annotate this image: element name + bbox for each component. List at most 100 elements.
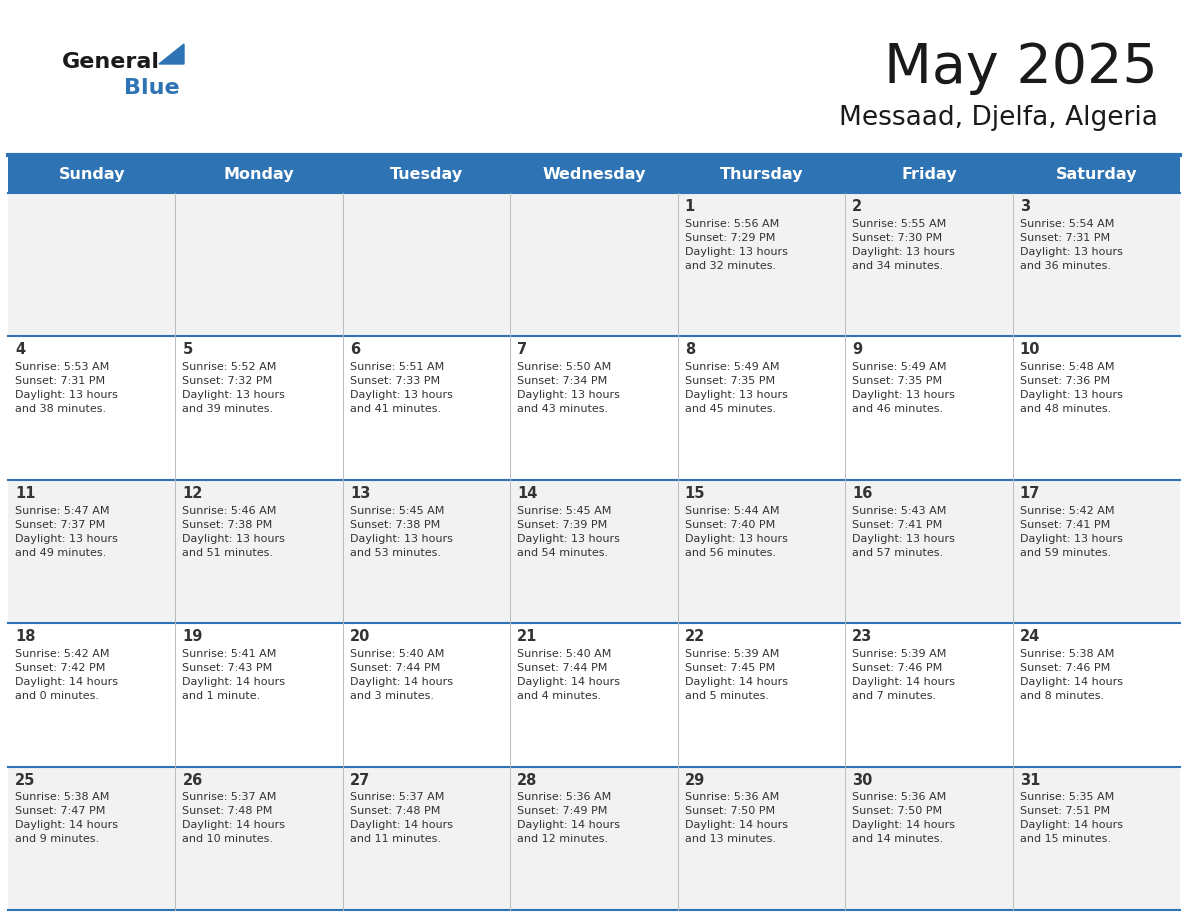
Text: Sunset: 7:30 PM: Sunset: 7:30 PM	[852, 233, 942, 242]
Text: Sunset: 7:38 PM: Sunset: 7:38 PM	[183, 520, 273, 530]
Text: Sunset: 7:36 PM: Sunset: 7:36 PM	[1019, 376, 1110, 386]
Text: Daylight: 13 hours: Daylight: 13 hours	[852, 533, 955, 543]
Text: Sunrise: 5:54 AM: Sunrise: 5:54 AM	[1019, 218, 1114, 229]
Text: Messaad, Djelfa, Algeria: Messaad, Djelfa, Algeria	[839, 105, 1158, 131]
Text: 4: 4	[15, 342, 25, 357]
Text: 3: 3	[1019, 199, 1030, 214]
Text: and 34 minutes.: and 34 minutes.	[852, 261, 943, 271]
Text: Sunset: 7:51 PM: Sunset: 7:51 PM	[1019, 806, 1110, 816]
Text: 30: 30	[852, 773, 872, 788]
Text: Sunset: 7:41 PM: Sunset: 7:41 PM	[1019, 520, 1110, 530]
Text: Daylight: 13 hours: Daylight: 13 hours	[1019, 533, 1123, 543]
Text: and 38 minutes.: and 38 minutes.	[15, 404, 106, 414]
Text: Sunrise: 5:36 AM: Sunrise: 5:36 AM	[852, 792, 947, 802]
Text: and 57 minutes.: and 57 minutes.	[852, 547, 943, 557]
Text: and 14 minutes.: and 14 minutes.	[852, 834, 943, 845]
Text: Sunrise: 5:46 AM: Sunrise: 5:46 AM	[183, 506, 277, 516]
Text: Sunset: 7:43 PM: Sunset: 7:43 PM	[183, 663, 273, 673]
Text: Sunset: 7:35 PM: Sunset: 7:35 PM	[852, 376, 942, 386]
Bar	[8, 480, 1180, 623]
Text: Daylight: 13 hours: Daylight: 13 hours	[1019, 247, 1123, 257]
Polygon shape	[159, 44, 184, 64]
Text: Sunset: 7:48 PM: Sunset: 7:48 PM	[349, 806, 441, 816]
Bar	[8, 193, 1180, 336]
Text: Daylight: 14 hours: Daylight: 14 hours	[517, 677, 620, 687]
Text: and 3 minutes.: and 3 minutes.	[349, 691, 434, 701]
Text: and 51 minutes.: and 51 minutes.	[183, 547, 273, 557]
Text: 24: 24	[1019, 629, 1040, 644]
Text: Sunrise: 5:49 AM: Sunrise: 5:49 AM	[684, 362, 779, 372]
Text: and 5 minutes.: and 5 minutes.	[684, 691, 769, 701]
Text: and 43 minutes.: and 43 minutes.	[517, 404, 608, 414]
Text: Sunrise: 5:36 AM: Sunrise: 5:36 AM	[684, 792, 779, 802]
Text: Sunrise: 5:45 AM: Sunrise: 5:45 AM	[517, 506, 612, 516]
Text: Daylight: 14 hours: Daylight: 14 hours	[183, 821, 285, 831]
Text: Daylight: 13 hours: Daylight: 13 hours	[183, 533, 285, 543]
Text: Sunset: 7:46 PM: Sunset: 7:46 PM	[852, 663, 942, 673]
Text: Wednesday: Wednesday	[542, 166, 646, 182]
Text: Sunrise: 5:49 AM: Sunrise: 5:49 AM	[852, 362, 947, 372]
Text: Sunrise: 5:37 AM: Sunrise: 5:37 AM	[349, 792, 444, 802]
Text: 21: 21	[517, 629, 538, 644]
Text: Sunrise: 5:38 AM: Sunrise: 5:38 AM	[1019, 649, 1114, 659]
Text: Sunset: 7:29 PM: Sunset: 7:29 PM	[684, 233, 775, 242]
Text: and 41 minutes.: and 41 minutes.	[349, 404, 441, 414]
Text: Sunrise: 5:40 AM: Sunrise: 5:40 AM	[517, 649, 612, 659]
Text: Daylight: 13 hours: Daylight: 13 hours	[684, 247, 788, 257]
Text: 28: 28	[517, 773, 538, 788]
Text: Daylight: 14 hours: Daylight: 14 hours	[1019, 821, 1123, 831]
Text: and 45 minutes.: and 45 minutes.	[684, 404, 776, 414]
Text: Daylight: 14 hours: Daylight: 14 hours	[15, 677, 118, 687]
Text: Sunrise: 5:55 AM: Sunrise: 5:55 AM	[852, 218, 947, 229]
Text: Tuesday: Tuesday	[390, 166, 463, 182]
Text: and 49 minutes.: and 49 minutes.	[15, 547, 106, 557]
Text: and 32 minutes.: and 32 minutes.	[684, 261, 776, 271]
Text: 29: 29	[684, 773, 704, 788]
Text: Daylight: 13 hours: Daylight: 13 hours	[517, 533, 620, 543]
Text: Sunrise: 5:52 AM: Sunrise: 5:52 AM	[183, 362, 277, 372]
Text: Sunset: 7:34 PM: Sunset: 7:34 PM	[517, 376, 607, 386]
Text: and 53 minutes.: and 53 minutes.	[349, 547, 441, 557]
Text: 25: 25	[15, 773, 36, 788]
Text: Sunrise: 5:48 AM: Sunrise: 5:48 AM	[1019, 362, 1114, 372]
Text: Daylight: 13 hours: Daylight: 13 hours	[852, 390, 955, 400]
Text: Daylight: 13 hours: Daylight: 13 hours	[517, 390, 620, 400]
Text: 6: 6	[349, 342, 360, 357]
Text: Daylight: 14 hours: Daylight: 14 hours	[684, 677, 788, 687]
Text: Daylight: 13 hours: Daylight: 13 hours	[349, 533, 453, 543]
Text: 5: 5	[183, 342, 192, 357]
Text: and 11 minutes.: and 11 minutes.	[349, 834, 441, 845]
Text: Sunrise: 5:40 AM: Sunrise: 5:40 AM	[349, 649, 444, 659]
Text: Sunset: 7:35 PM: Sunset: 7:35 PM	[684, 376, 775, 386]
Text: and 48 minutes.: and 48 minutes.	[1019, 404, 1111, 414]
Text: and 13 minutes.: and 13 minutes.	[684, 834, 776, 845]
Text: Sunset: 7:50 PM: Sunset: 7:50 PM	[684, 806, 775, 816]
Text: Daylight: 14 hours: Daylight: 14 hours	[349, 677, 453, 687]
Text: 22: 22	[684, 629, 704, 644]
Text: Friday: Friday	[901, 166, 956, 182]
Text: Sunset: 7:47 PM: Sunset: 7:47 PM	[15, 806, 106, 816]
Text: Daylight: 13 hours: Daylight: 13 hours	[349, 390, 453, 400]
Text: Daylight: 13 hours: Daylight: 13 hours	[15, 533, 118, 543]
Text: Sunset: 7:41 PM: Sunset: 7:41 PM	[852, 520, 942, 530]
Text: Sunset: 7:50 PM: Sunset: 7:50 PM	[852, 806, 942, 816]
Text: Sunrise: 5:53 AM: Sunrise: 5:53 AM	[15, 362, 109, 372]
Text: Daylight: 14 hours: Daylight: 14 hours	[852, 677, 955, 687]
Text: 8: 8	[684, 342, 695, 357]
Text: Daylight: 13 hours: Daylight: 13 hours	[852, 247, 955, 257]
Text: and 10 minutes.: and 10 minutes.	[183, 834, 273, 845]
Text: Sunset: 7:49 PM: Sunset: 7:49 PM	[517, 806, 607, 816]
Text: Sunrise: 5:44 AM: Sunrise: 5:44 AM	[684, 506, 779, 516]
Text: Daylight: 14 hours: Daylight: 14 hours	[15, 821, 118, 831]
Text: Daylight: 14 hours: Daylight: 14 hours	[684, 821, 788, 831]
Text: 18: 18	[15, 629, 36, 644]
Text: Sunday: Sunday	[58, 166, 125, 182]
Text: and 59 minutes.: and 59 minutes.	[1019, 547, 1111, 557]
Text: Sunset: 7:42 PM: Sunset: 7:42 PM	[15, 663, 106, 673]
Text: Daylight: 13 hours: Daylight: 13 hours	[684, 390, 788, 400]
Text: 31: 31	[1019, 773, 1040, 788]
Text: Daylight: 13 hours: Daylight: 13 hours	[183, 390, 285, 400]
Text: 15: 15	[684, 486, 706, 501]
Text: Sunrise: 5:56 AM: Sunrise: 5:56 AM	[684, 218, 779, 229]
Text: 17: 17	[1019, 486, 1040, 501]
